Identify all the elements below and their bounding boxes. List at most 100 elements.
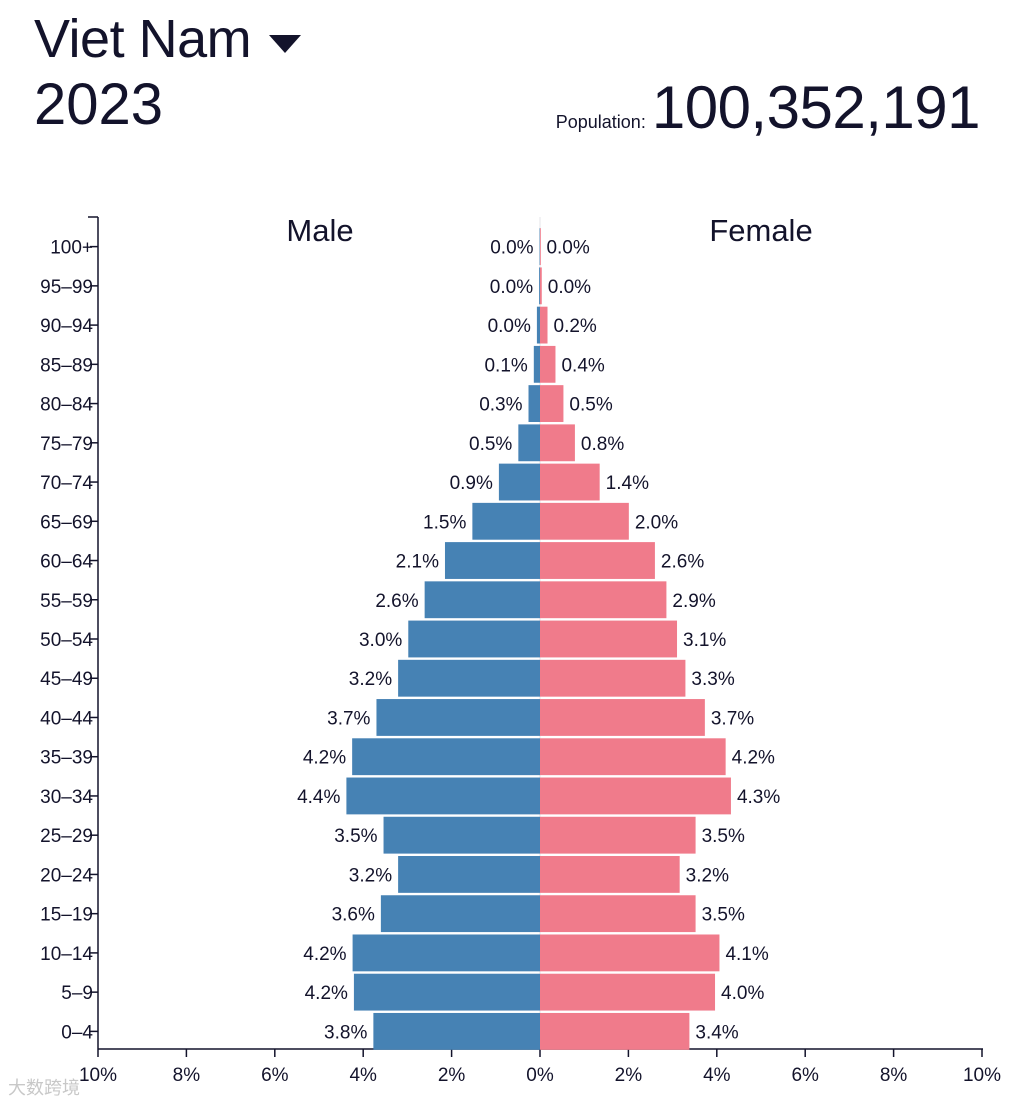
male-bar-15 bbox=[383, 816, 540, 854]
female-bar-2 bbox=[540, 306, 548, 344]
female-bar-4 bbox=[540, 385, 564, 422]
female-bar-11 bbox=[540, 659, 686, 697]
x-tick-label-4: 2% bbox=[438, 1065, 466, 1086]
y-tick-label-11: 45–49 bbox=[40, 669, 93, 690]
population-value: 100,352,191 bbox=[651, 74, 981, 141]
female-value-label-7: 2.0% bbox=[635, 512, 678, 533]
male-value-label-15: 3.5% bbox=[334, 826, 377, 847]
male-value-label-13: 4.2% bbox=[303, 748, 346, 769]
female-value-label-3: 0.4% bbox=[561, 355, 604, 376]
female-value-label-18: 4.1% bbox=[725, 944, 768, 965]
male-bar-0 bbox=[539, 228, 541, 266]
female-bar-12 bbox=[540, 699, 705, 736]
male-bar-1 bbox=[539, 267, 540, 305]
female-bar-14 bbox=[540, 777, 731, 815]
male-value-label-14: 4.4% bbox=[297, 787, 340, 808]
male-bar-3 bbox=[533, 345, 540, 383]
female-value-label-19: 4.0% bbox=[721, 983, 764, 1004]
y-tick-label-2: 90–94 bbox=[40, 316, 93, 337]
y-tick-label-1: 95–99 bbox=[40, 277, 93, 298]
female-value-label-1: 0.0% bbox=[548, 277, 591, 298]
female-value-label-14: 4.3% bbox=[737, 787, 780, 808]
y-tick-label-12: 40–44 bbox=[40, 708, 93, 729]
male-value-label-16: 3.2% bbox=[349, 865, 392, 886]
y-tick-label-7: 65–69 bbox=[40, 512, 93, 533]
male-value-label-9: 2.6% bbox=[375, 591, 418, 612]
population-label: Population: bbox=[555, 112, 646, 132]
male-value-label-4: 0.3% bbox=[479, 395, 522, 416]
population-summary: Population: 100,352,191 bbox=[555, 74, 981, 141]
x-tick-label-5: 0% bbox=[526, 1065, 554, 1086]
male-bar-7 bbox=[472, 502, 540, 540]
male-bar-14 bbox=[346, 777, 540, 815]
female-value-label-15: 3.5% bbox=[702, 826, 745, 847]
female-bar-3 bbox=[540, 345, 556, 383]
male-value-label-11: 3.2% bbox=[349, 669, 392, 690]
male-value-label-17: 3.6% bbox=[332, 905, 375, 926]
x-tick-label-6: 2% bbox=[615, 1065, 643, 1086]
y-tick-label-13: 35–39 bbox=[40, 748, 93, 769]
x-tick-label-10: 10% bbox=[963, 1065, 1001, 1086]
female-value-label-9: 2.9% bbox=[672, 591, 715, 612]
male-value-label-1: 0.0% bbox=[490, 277, 533, 298]
y-tick-label-4: 80–84 bbox=[40, 395, 93, 416]
y-tick-label-5: 75–79 bbox=[40, 434, 93, 455]
y-tick-label-15: 25–29 bbox=[40, 826, 93, 847]
female-bar-19 bbox=[540, 973, 716, 1011]
x-tick-label-9: 8% bbox=[880, 1065, 908, 1086]
y-tick-label-16: 20–24 bbox=[40, 865, 93, 886]
female-bar-15 bbox=[540, 816, 696, 854]
female-bar-18 bbox=[540, 934, 720, 972]
caret-down-icon[interactable] bbox=[269, 35, 302, 53]
female-bar-17 bbox=[540, 895, 696, 933]
female-value-label-12: 3.7% bbox=[711, 708, 754, 729]
female-bar-6 bbox=[540, 463, 600, 501]
female-value-label-13: 4.2% bbox=[732, 748, 775, 769]
y-tick-label-3: 85–89 bbox=[40, 355, 93, 376]
female-bar-1 bbox=[540, 267, 542, 305]
y-tick-label-20: 0–4 bbox=[61, 1022, 93, 1043]
x-tick-label-1: 8% bbox=[173, 1065, 201, 1086]
y-tick-label-9: 55–59 bbox=[40, 591, 93, 612]
male-bar-11 bbox=[398, 659, 540, 697]
y-tick-label-19: 5–9 bbox=[61, 983, 93, 1004]
x-tick-label-2: 6% bbox=[261, 1065, 289, 1086]
male-bar-20 bbox=[373, 1012, 540, 1050]
watermark: 大数跨境 bbox=[8, 1078, 80, 1098]
country-name: Viet Nam bbox=[34, 9, 252, 69]
y-tick-label-0: 100+ bbox=[50, 238, 93, 259]
y-tick-label-17: 15–19 bbox=[40, 905, 93, 926]
female-bar-5 bbox=[540, 424, 575, 462]
female-bar-10 bbox=[540, 620, 678, 658]
x-tick-label-8: 6% bbox=[791, 1065, 819, 1086]
male-value-label-2: 0.0% bbox=[488, 316, 531, 337]
female-bar-0 bbox=[540, 228, 541, 266]
male-bar-12 bbox=[376, 699, 540, 736]
male-value-label-19: 4.2% bbox=[305, 983, 348, 1004]
x-tick-label-0: 10% bbox=[79, 1065, 117, 1086]
female-bar-20 bbox=[540, 1012, 690, 1050]
female-value-label-0: 0.0% bbox=[546, 238, 589, 259]
female-bar-9 bbox=[540, 581, 667, 619]
x-tick-label-7: 4% bbox=[703, 1065, 731, 1086]
female-value-label-5: 0.8% bbox=[581, 434, 624, 455]
female-bar-13 bbox=[540, 738, 726, 776]
female-value-label-17: 3.5% bbox=[702, 905, 745, 926]
y-tick-label-18: 10–14 bbox=[40, 944, 93, 965]
male-bar-2 bbox=[536, 306, 540, 344]
female-value-label-4: 0.5% bbox=[569, 395, 612, 416]
legend-male: Male bbox=[286, 213, 353, 248]
male-value-label-8: 2.1% bbox=[396, 552, 439, 573]
male-value-label-6: 0.9% bbox=[450, 473, 493, 494]
female-value-label-11: 3.3% bbox=[691, 669, 734, 690]
female-value-label-10: 3.1% bbox=[683, 630, 726, 651]
male-bar-4 bbox=[528, 385, 540, 422]
male-value-label-3: 0.1% bbox=[484, 355, 527, 376]
male-bar-8 bbox=[444, 542, 540, 579]
male-bar-10 bbox=[408, 620, 540, 658]
male-value-label-12: 3.7% bbox=[327, 708, 370, 729]
y-tick-label-14: 30–34 bbox=[40, 787, 93, 808]
male-bar-6 bbox=[498, 463, 540, 501]
country-selector[interactable]: Viet Nam bbox=[34, 4, 302, 74]
